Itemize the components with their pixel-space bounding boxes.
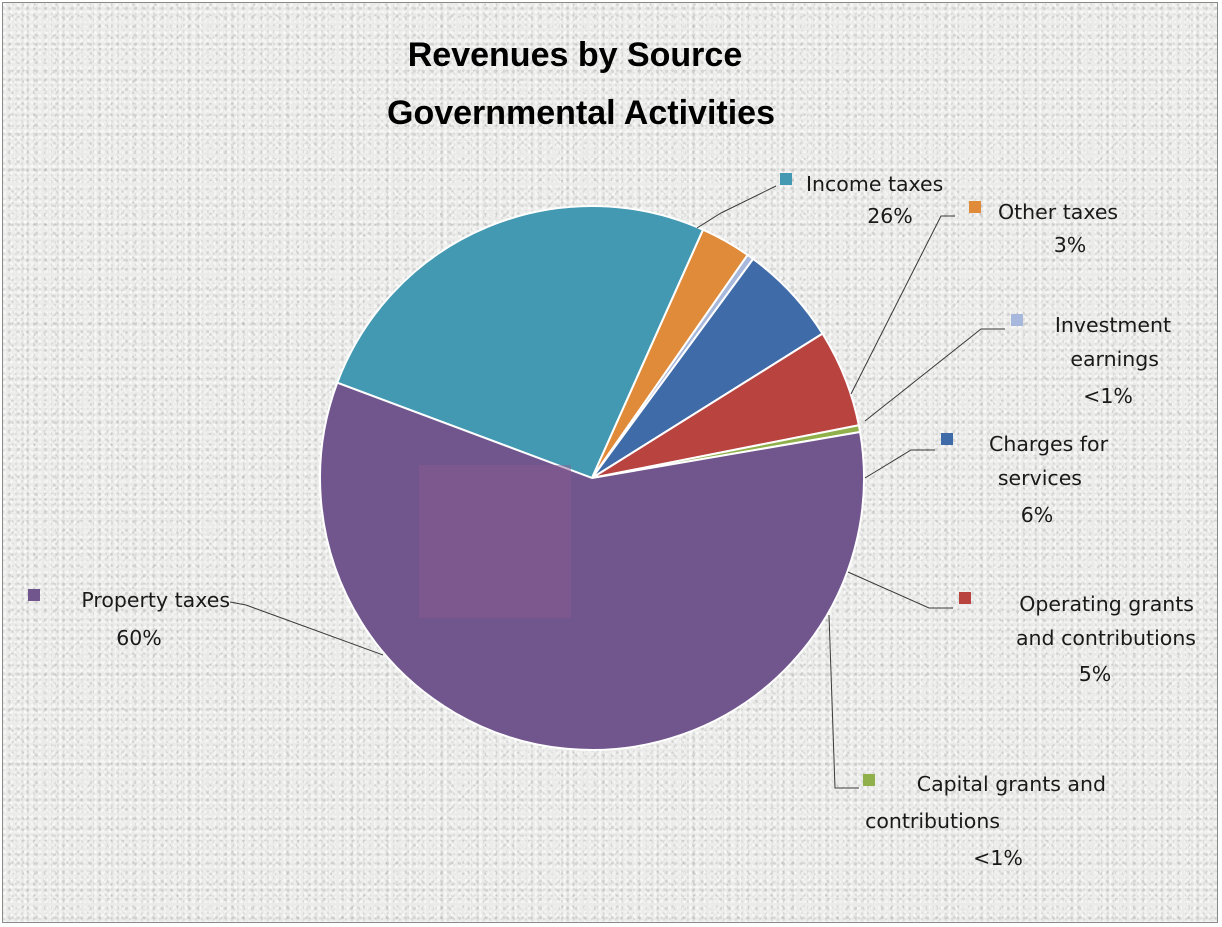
leader-line bbox=[828, 614, 859, 789]
leader-line bbox=[864, 328, 1005, 422]
slice-label: earnings bbox=[1070, 347, 1159, 371]
data-labels: Income taxes 26% Other taxes 3% Investment ea… bbox=[28, 172, 1196, 870]
legend-swatch bbox=[28, 589, 40, 601]
overlay-square bbox=[419, 465, 571, 618]
slice-label: Investment bbox=[1055, 313, 1171, 337]
slice-percent-label: 3% bbox=[1054, 233, 1087, 257]
leader-line bbox=[229, 601, 384, 656]
slice-percent-label: 6% bbox=[1021, 503, 1054, 527]
slice-percent-label: <1% bbox=[973, 846, 1023, 870]
slice-label: Capital grants and bbox=[917, 772, 1106, 796]
legend-swatch bbox=[959, 592, 971, 604]
pie-slice-property-taxes bbox=[319, 381, 865, 751]
slice-label: Charges for bbox=[989, 432, 1109, 456]
legend-swatch bbox=[780, 173, 792, 185]
chart-subtitle: Governmental Activities bbox=[387, 94, 775, 132]
slice-label: and contributions bbox=[1016, 626, 1196, 650]
legend-swatch bbox=[969, 201, 981, 213]
leader-line bbox=[696, 185, 777, 229]
leader-lines bbox=[229, 185, 1005, 789]
pie-slice-income-taxes bbox=[336, 205, 705, 479]
slice-percent-label: 26% bbox=[867, 204, 913, 228]
slice-label: Operating grants bbox=[1019, 592, 1194, 616]
pie-chart: Revenues by Source Governmental Activiti… bbox=[28, 36, 1196, 870]
legend-swatch bbox=[941, 433, 953, 445]
slice-label: services bbox=[998, 466, 1082, 490]
slice-percent-label: <1% bbox=[1083, 384, 1133, 408]
leader-line bbox=[864, 449, 935, 479]
slice-label: contributions bbox=[865, 809, 1000, 833]
slice-percent-label: 60% bbox=[116, 626, 162, 650]
leader-line bbox=[847, 571, 953, 609]
slice-percent-label: 5% bbox=[1079, 662, 1112, 686]
legend-swatch bbox=[863, 774, 875, 786]
chart-title: Revenues by Source bbox=[408, 36, 742, 74]
slice-label: Other taxes bbox=[998, 200, 1118, 224]
pie-slices bbox=[319, 205, 865, 751]
slice-label: Income taxes bbox=[806, 172, 943, 196]
slice-label: Property taxes bbox=[81, 588, 230, 612]
leader-line bbox=[850, 215, 955, 395]
legend-swatch bbox=[1011, 314, 1023, 326]
